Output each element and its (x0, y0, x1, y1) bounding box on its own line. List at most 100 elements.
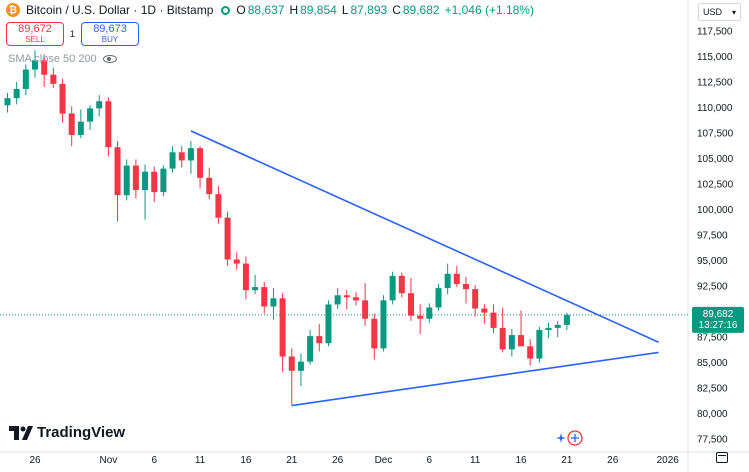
trade-buttons: 89,672 SELL 1 89,673 BUY (6, 22, 140, 46)
low-label: L (341, 3, 349, 17)
candle-body (41, 60, 48, 75)
candle (453, 265, 460, 288)
candle-body (242, 263, 249, 291)
candle-body (371, 318, 378, 349)
candle (407, 277, 414, 321)
candle (160, 165, 167, 197)
candle (316, 323, 323, 352)
candle (463, 276, 469, 304)
low-value: 87,893 (350, 3, 388, 17)
candle (435, 284, 442, 311)
candle (545, 322, 552, 339)
currency-select[interactable]: USD ▾ (698, 3, 741, 21)
calendar-icon[interactable] (716, 452, 728, 463)
price-tick-label: 87,500 (697, 333, 728, 344)
price-tick-label: 107,500 (697, 128, 734, 139)
time-tick-label: 26 (332, 455, 344, 466)
candle (352, 292, 359, 306)
candle (444, 263, 451, 295)
candle (215, 185, 222, 224)
candle (77, 109, 84, 138)
trendline[interactable] (190, 130, 659, 343)
candle-body (4, 98, 11, 106)
candle-body (554, 324, 561, 328)
candle (389, 271, 396, 305)
time-tick-label: 21 (561, 455, 573, 466)
candle-body (105, 101, 112, 148)
candle (206, 167, 213, 200)
high-label: H (289, 3, 299, 17)
candle (197, 146, 204, 189)
candle-body (279, 298, 286, 357)
candle-body (499, 327, 506, 350)
time-tick-label: Nov (99, 455, 117, 466)
candles (4, 50, 570, 406)
candle (242, 256, 249, 300)
candle (307, 329, 314, 365)
candle-body (463, 284, 469, 290)
candle (362, 282, 369, 326)
time-tick-label: 26 (607, 455, 619, 466)
candle-body (407, 293, 414, 316)
candle-body (545, 327, 552, 330)
sell-button[interactable]: 89,672 SELL (6, 22, 64, 46)
candle (288, 348, 295, 406)
symbol-header: ₿ Bitcoin / U.S. Dollar · 1D · Bitstamp … (6, 3, 534, 17)
symbol-title[interactable]: Bitcoin / U.S. Dollar · 1D · Bitstamp (26, 3, 214, 17)
candle-body (297, 361, 304, 371)
candle (59, 78, 66, 123)
candle (114, 141, 121, 222)
buy-price: 89,673 (93, 23, 127, 35)
candle (518, 310, 525, 347)
eye-icon[interactable] (102, 55, 117, 63)
candle (490, 304, 497, 334)
candle (105, 97, 112, 157)
price-tick-label: 100,000 (697, 205, 734, 216)
buy-button[interactable]: 89,673 BUY (81, 22, 140, 46)
candle-body (270, 298, 277, 307)
indicator-legend[interactable]: SMA close 50 200 (8, 53, 117, 65)
candle (325, 300, 332, 347)
price-tick-label: 82,500 (697, 384, 728, 395)
candle-body (22, 69, 29, 89)
candle (169, 146, 176, 173)
candle-body (233, 259, 240, 264)
candle-body (417, 315, 424, 319)
candle-body (380, 300, 387, 349)
candle (252, 274, 259, 295)
candle-body (169, 152, 176, 169)
candle-body (352, 297, 359, 301)
candle-body (343, 295, 350, 298)
trendline[interactable] (291, 351, 659, 407)
time-tick-label: Dec (375, 455, 393, 466)
price-tick-label: 80,000 (697, 409, 728, 420)
candle-body (334, 295, 341, 305)
candle-body (32, 60, 39, 70)
candle (426, 303, 433, 323)
candle-body (398, 275, 405, 294)
trendlines[interactable] (190, 130, 659, 407)
candle (13, 81, 20, 105)
candle-body (96, 101, 103, 109)
candle (472, 285, 479, 317)
time-axis[interactable]: 26 Nov 6 11 16 21 26 Dec 6 11 16 21 26 2026 (29, 455, 679, 466)
candle (508, 328, 515, 357)
candle-body (252, 287, 259, 291)
buy-label: BUY (101, 35, 119, 44)
candle-body (472, 289, 479, 309)
candle-body (160, 168, 167, 193)
replay-icon[interactable] (556, 430, 583, 446)
candle-body (362, 300, 369, 319)
candle (380, 295, 387, 352)
candle-body (132, 165, 139, 191)
price-tick-label: 117,500 (697, 26, 733, 37)
price-tick-label: 97,500 (697, 231, 728, 242)
time-tick-label: 16 (240, 455, 252, 466)
currency-value: USD (703, 7, 723, 17)
last-price-label: 89,682 13:27:16 (692, 306, 744, 333)
candle (178, 146, 185, 168)
time-tick-label: 6 (151, 455, 157, 466)
candle-body (114, 147, 121, 196)
price-axis[interactable]: 77,500 80,000 82,500 85,000 87,500 92,500 95,0… (697, 26, 734, 445)
